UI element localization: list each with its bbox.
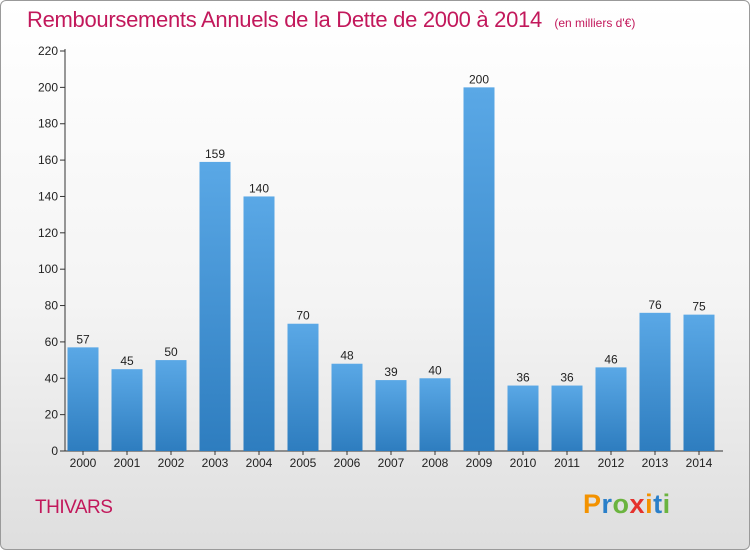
bar bbox=[683, 314, 715, 451]
x-tick-label: 2014 bbox=[686, 456, 713, 470]
y-tick-label: 120 bbox=[38, 226, 58, 240]
bar-value-label: 140 bbox=[249, 181, 269, 195]
bar bbox=[507, 385, 539, 451]
x-tick-label: 2008 bbox=[422, 456, 449, 470]
y-tick-label: 160 bbox=[38, 153, 58, 167]
bar-value-label: 40 bbox=[428, 363, 442, 377]
x-tick-label: 2011 bbox=[554, 456, 580, 470]
commune-name: THIVARS bbox=[35, 497, 113, 518]
x-tick-label: 2010 bbox=[510, 456, 537, 470]
y-tick-label: 40 bbox=[45, 371, 59, 385]
bar bbox=[375, 380, 407, 451]
x-tick-label: 2000 bbox=[70, 456, 97, 470]
bar-value-label: 159 bbox=[205, 147, 225, 161]
x-tick-label: 2012 bbox=[598, 456, 625, 470]
bar bbox=[287, 323, 319, 451]
bar-value-label: 57 bbox=[76, 332, 90, 346]
y-tick-label: 60 bbox=[45, 335, 59, 349]
logo-letter: t bbox=[653, 489, 663, 519]
bar-value-label: 36 bbox=[560, 371, 574, 385]
bar-value-label: 45 bbox=[120, 354, 134, 368]
y-tick-label: 20 bbox=[45, 408, 59, 422]
bar-value-label: 200 bbox=[469, 72, 489, 86]
x-tick-label: 2005 bbox=[290, 456, 317, 470]
bar-value-label: 39 bbox=[384, 365, 398, 379]
chart-title-row: Remboursements Annuels de la Dette de 20… bbox=[27, 7, 635, 33]
bar bbox=[67, 347, 99, 451]
logo-letter: i bbox=[645, 489, 654, 519]
x-tick-label: 2009 bbox=[466, 456, 493, 470]
y-tick-label: 140 bbox=[38, 189, 58, 203]
bar-value-label: 70 bbox=[296, 309, 310, 323]
bar bbox=[419, 378, 451, 451]
bar bbox=[155, 360, 187, 451]
bar-value-label: 46 bbox=[604, 352, 618, 366]
logo-letter: x bbox=[629, 489, 646, 519]
bar bbox=[463, 87, 495, 451]
x-tick-label: 2004 bbox=[246, 456, 273, 470]
y-tick-label: 100 bbox=[38, 262, 58, 276]
logo-letter: o bbox=[612, 489, 630, 519]
y-tick-label: 180 bbox=[38, 117, 58, 131]
y-tick-label: 0 bbox=[51, 444, 58, 458]
bar-value-label: 75 bbox=[692, 300, 706, 314]
x-tick-label: 2007 bbox=[378, 456, 405, 470]
y-tick-label: 80 bbox=[45, 299, 59, 313]
logo-letter: r bbox=[601, 489, 613, 519]
x-tick-label: 2006 bbox=[334, 456, 361, 470]
bar-value-label: 36 bbox=[516, 371, 530, 385]
bar bbox=[551, 385, 583, 451]
x-tick-label: 2001 bbox=[114, 456, 141, 470]
bar bbox=[331, 363, 363, 451]
logo-letter: i bbox=[662, 489, 671, 519]
x-tick-label: 2002 bbox=[158, 456, 185, 470]
chart-subtitle: (en milliers d'€) bbox=[554, 16, 636, 30]
x-tick-label: 2013 bbox=[642, 456, 669, 470]
y-tick-label: 220 bbox=[38, 44, 58, 58]
x-tick-label: 2003 bbox=[202, 456, 229, 470]
y-tick-label: 200 bbox=[38, 80, 58, 94]
proxiti-logo: Proxiti bbox=[583, 489, 671, 520]
bar bbox=[199, 161, 231, 451]
logo-letter: P bbox=[583, 489, 602, 519]
bar bbox=[639, 312, 671, 451]
bar bbox=[243, 196, 275, 451]
bar bbox=[595, 367, 627, 451]
bar-value-label: 50 bbox=[164, 345, 178, 359]
bar bbox=[111, 369, 143, 451]
bar-value-label: 76 bbox=[648, 298, 662, 312]
bar-value-label: 48 bbox=[340, 349, 354, 363]
chart-bars: 57 45 50 159 140 70 48 39 40 200 36 36 46 76 75 bbox=[67, 72, 715, 451]
chart-axes: 0 20 40 60 80 100 120 140 160 180 200 220 2000 2001 20… bbox=[38, 44, 723, 470]
chart-title: Remboursements Annuels de la Dette de 20… bbox=[27, 7, 542, 32]
